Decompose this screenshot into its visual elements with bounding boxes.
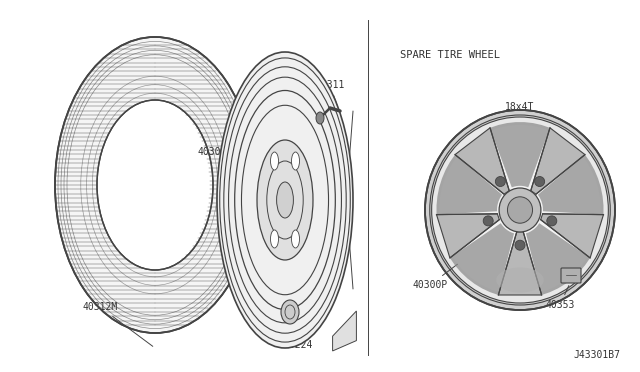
Ellipse shape [257,140,313,260]
Ellipse shape [217,52,353,348]
Polygon shape [450,223,514,295]
Ellipse shape [271,230,278,248]
Ellipse shape [496,267,544,292]
Ellipse shape [534,177,545,186]
Ellipse shape [439,125,601,295]
Ellipse shape [431,117,609,303]
Polygon shape [436,214,499,258]
FancyBboxPatch shape [561,268,581,283]
Polygon shape [490,122,550,187]
Text: 40312M: 40312M [83,302,153,346]
Ellipse shape [97,100,213,270]
Text: SPARE TIRE WHEEL: SPARE TIRE WHEEL [400,50,500,60]
Ellipse shape [55,37,255,333]
Ellipse shape [425,110,615,310]
Text: 40300P: 40300P [412,262,461,290]
Ellipse shape [291,230,300,248]
Polygon shape [455,128,509,194]
Polygon shape [333,311,356,351]
Text: J43301B7: J43301B7 [573,350,620,360]
Text: 40224: 40224 [284,328,313,350]
Ellipse shape [508,197,532,223]
Text: 18x4T: 18x4T [505,102,534,112]
Polygon shape [531,128,585,194]
Ellipse shape [316,112,324,124]
Polygon shape [436,155,502,215]
Polygon shape [541,214,604,258]
Polygon shape [526,223,590,295]
Ellipse shape [276,182,293,218]
Ellipse shape [281,300,299,324]
Text: 40353: 40353 [545,286,575,310]
Ellipse shape [495,177,506,186]
Ellipse shape [483,216,493,226]
Polygon shape [538,155,604,215]
Ellipse shape [499,188,541,232]
Text: 40300P: 40300P [197,147,273,169]
Ellipse shape [271,152,278,170]
Ellipse shape [291,152,300,170]
Text: 40311: 40311 [316,80,345,105]
Polygon shape [499,232,541,295]
Ellipse shape [547,216,557,226]
Ellipse shape [515,240,525,250]
